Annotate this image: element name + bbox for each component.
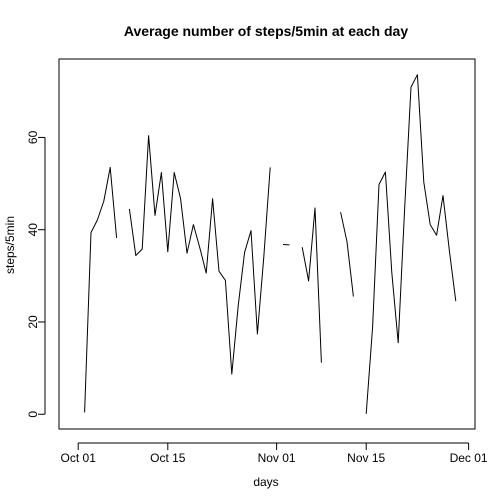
x-axis-label: days — [253, 475, 278, 489]
y-tick-label: 40 — [26, 223, 40, 237]
x-tick-label: Nov 15 — [347, 451, 385, 465]
series-segment — [340, 212, 354, 297]
plot-frame — [58, 58, 476, 430]
y-axis: 0 20 40 60 — [26, 130, 46, 418]
y-tick-label: 60 — [26, 130, 40, 144]
x-axis: Oct 01 Oct 15 Nov 01 Nov 15 Dec 01 — [61, 442, 488, 465]
x-tick-label: Nov 01 — [258, 451, 296, 465]
chart-title: Average number of steps/5min at each day — [124, 23, 408, 39]
series-layer — [84, 74, 457, 414]
y-tick-label: 20 — [26, 315, 40, 329]
x-tick-label: Oct 15 — [150, 451, 186, 465]
series-segment — [365, 74, 457, 414]
series-segment — [84, 166, 118, 413]
x-tick-label: Dec 01 — [450, 451, 488, 465]
series-segment — [128, 135, 271, 375]
x-tick-label: Oct 01 — [61, 451, 97, 465]
y-axis-label: steps/5min — [3, 216, 17, 274]
series-segment — [301, 207, 322, 363]
y-tick-label: 0 — [26, 411, 40, 418]
